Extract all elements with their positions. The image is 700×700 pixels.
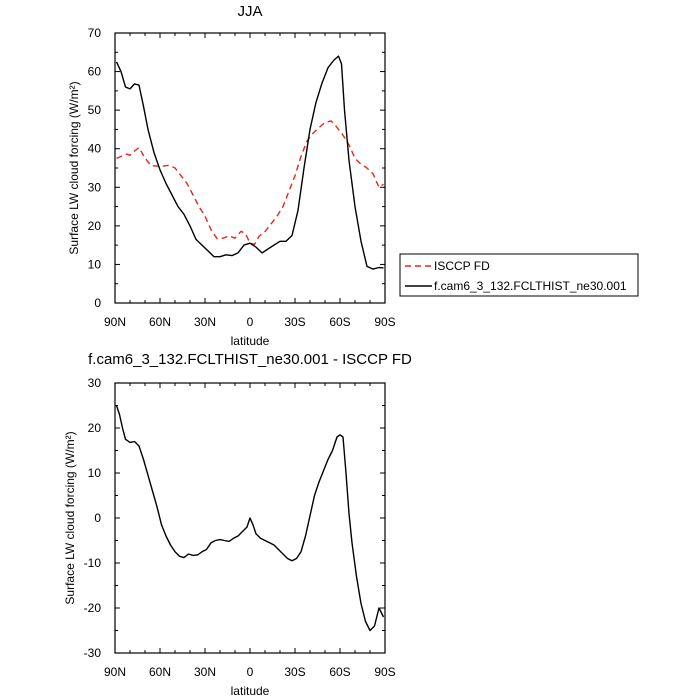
top-chart-title: JJA — [237, 3, 262, 20]
bottom-x-tick-label: 60S — [329, 665, 350, 679]
bottom-y-tick-label: 10 — [88, 466, 102, 480]
bottom-series-group — [115, 405, 385, 632]
top-x-tick-label: 30N — [194, 315, 216, 329]
top-x-tick-label: 90N — [104, 315, 126, 329]
top-y-tick-label: 20 — [88, 219, 102, 233]
top-x-tick-label: 60S — [329, 315, 350, 329]
legend-label-model: f.cam6_3_132.FCLTHIST_ne30.001 — [434, 279, 627, 293]
bottom-x-axis-label: latitude — [231, 684, 270, 698]
bottom-x-tick-label: 0 — [247, 665, 254, 679]
top-x-tick-label: 0 — [247, 315, 254, 329]
bottom-y-tick-label: 20 — [88, 421, 102, 435]
bottom-plot-frame — [114, 382, 386, 654]
bottom-x-tick-label: 30N — [194, 665, 216, 679]
top-y-tick-label: 30 — [88, 180, 102, 194]
top-x-tick-label: 60N — [149, 315, 171, 329]
bottom-y-tick-label: -10 — [84, 556, 102, 570]
bottom-y-tick-label: -30 — [84, 646, 102, 660]
bottom-y-tick-label: 0 — [94, 511, 101, 525]
legend: ISCCP FD f.cam6_3_132.FCLTHIST_ne30.001 — [399, 253, 639, 297]
bottom-x-tick-label: 90N — [104, 665, 126, 679]
top-x-tick-label: 30S — [284, 315, 305, 329]
top-series-line-solid-1 — [115, 55, 384, 270]
bottom-chart-title: f.cam6_3_132.FCLTHIST_ne30.001 - ISCCP F… — [88, 351, 412, 368]
bottom-tick-group: 90N 60N 30N 0 30S 60S 90S -30 -20 -10 0 10 20 30 — [84, 376, 396, 679]
top-x-axis-label: latitude — [231, 334, 270, 348]
bottom-x-tick-label: 90S — [374, 665, 395, 679]
bottom-series-line-solid-0 — [115, 405, 385, 632]
bottom-y-tick-label: 30 — [88, 376, 102, 390]
legend-box — [399, 253, 639, 297]
top-tick-group: 90N 60N 30N 0 30S 60S 90S 0 10 20 30 40 50 60 70 — [88, 26, 396, 329]
top-panel: JJA 90N 60N 30N 0 30S 60S 90S 0 10 20 30 40 50 60 70 l… — [67, 3, 396, 348]
top-x-tick-label: 90S — [374, 315, 395, 329]
top-y-tick-label: 0 — [94, 296, 101, 310]
top-y-tick-label: 60 — [88, 65, 102, 79]
bottom-x-tick-label: 30S — [284, 665, 305, 679]
top-y-tick-label: 40 — [88, 142, 102, 156]
top-plot-frame — [114, 32, 386, 304]
bottom-y-tick-label: -20 — [84, 601, 102, 615]
legend-label-isccp: ISCCP FD — [434, 259, 490, 273]
bottom-x-tick-label: 60N — [149, 665, 171, 679]
bottom-y-axis-label: Surface LW cloud forcing (W/m²) — [63, 431, 77, 604]
bottom-panel: f.cam6_3_132.FCLTHIST_ne30.001 - ISCCP F… — [63, 351, 412, 698]
top-y-tick-label: 10 — [88, 257, 102, 271]
top-y-axis-label: Surface LW cloud forcing (W/m²) — [67, 81, 81, 254]
top-series-line-dashed-0 — [116, 120, 384, 246]
top-y-tick-label: 50 — [88, 103, 102, 117]
top-series-group — [115, 55, 384, 270]
top-y-tick-label: 70 — [88, 26, 102, 40]
